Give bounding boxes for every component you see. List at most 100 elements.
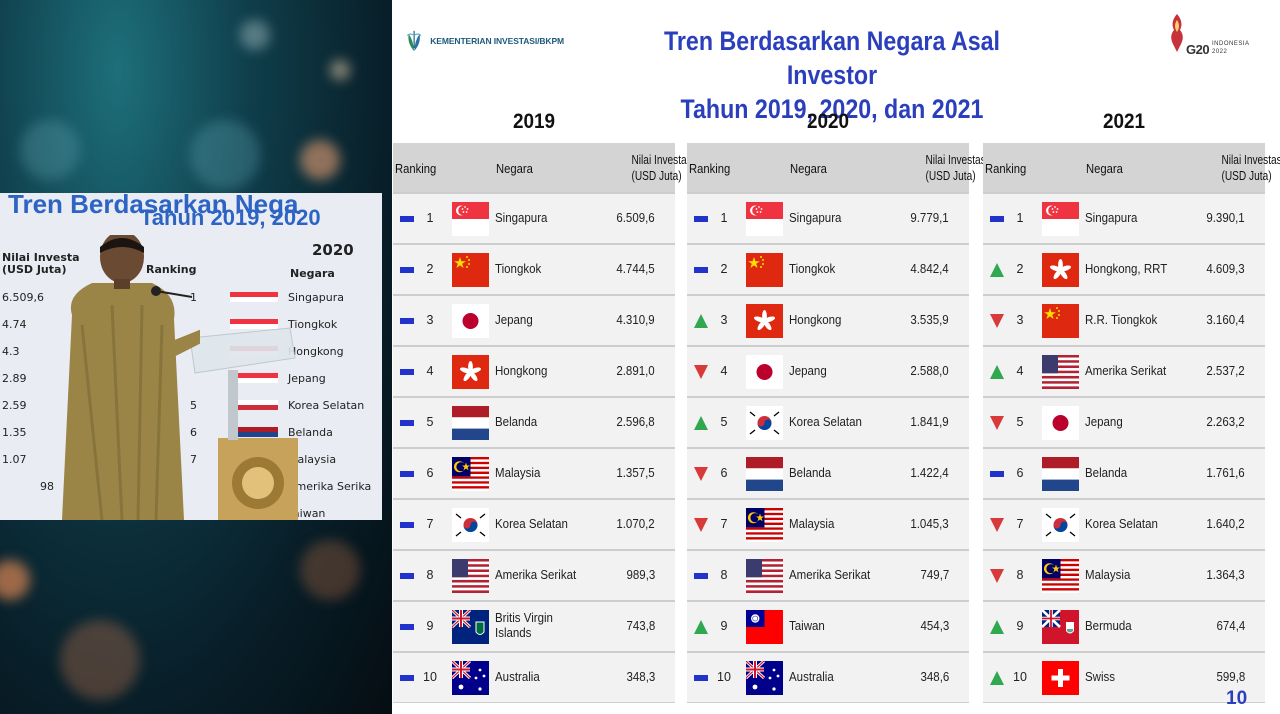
investment-value: 454,3 xyxy=(920,619,949,633)
japan-flag-icon xyxy=(1042,406,1079,440)
slide-title-line-1: Tren Berdasarkan Negara Asal Investor xyxy=(663,26,1000,90)
investment-value: 1.841,9 xyxy=(910,415,949,429)
rank-number: 7 xyxy=(426,517,434,531)
china-flag-icon xyxy=(452,253,489,287)
kementerian-logo: KEMENTERIAN INVESTASI/BKPM xyxy=(404,24,564,58)
table-row: 2 Tiongkok 4.744,5 xyxy=(393,245,675,294)
video-background: Tren Berdasarkan Nega Tahun 2019, 2020 2… xyxy=(0,0,392,714)
rank-number: 5 xyxy=(720,415,728,429)
investment-value: 1.761,6 xyxy=(1206,466,1245,480)
malaysia-flag-icon xyxy=(452,457,489,491)
inset-country: Singapura xyxy=(288,291,344,304)
korea-flag-icon xyxy=(1042,508,1079,542)
header-value: Nilai Investasi (USD Juta) xyxy=(591,152,694,183)
header-value-line-2: (USD Juta) xyxy=(925,169,976,183)
table-row: 7 Korea Selatan 1.640,2 xyxy=(983,500,1265,549)
trend-same-icon xyxy=(399,364,415,380)
country-name-line-1: Jepang xyxy=(789,364,827,378)
table-row: 1 Singapura 9.779,1 xyxy=(687,194,969,243)
country-name-line-1: Amerika Serikat xyxy=(789,568,871,582)
trend-down-icon xyxy=(989,517,1005,533)
table-row: 8 Malaysia 1.364,3 xyxy=(983,551,1265,600)
table-row: 3 R.R. Tiongkok 3.160,4 xyxy=(983,296,1265,345)
rank-number: 10 xyxy=(717,670,731,684)
rank-number: 1 xyxy=(720,211,728,225)
table-header: Ranking Negara Nilai Investasi (USD Juta) xyxy=(687,143,988,192)
inset-col-country: Negara xyxy=(290,267,335,280)
inset-slide-title-2: Tahun 2019, 2020 xyxy=(140,205,321,230)
country-name: Hongkong, RRT xyxy=(1085,262,1167,277)
inset-country: Amerika Serika xyxy=(288,480,372,493)
rank-number: 5 xyxy=(426,415,434,429)
inset-rank: 5 xyxy=(190,399,197,412)
table-row: 6 Belanda 1.761,6 xyxy=(983,449,1265,498)
country-name-line-1: Taiwan xyxy=(789,619,825,633)
table-row: 6 Malaysia 1.357,5 xyxy=(393,449,675,498)
year-heading: 2021 xyxy=(1102,110,1146,133)
country-name-line-1: Swiss xyxy=(1085,670,1116,684)
trend-up-icon xyxy=(693,619,709,635)
usa-flag-icon xyxy=(746,559,783,593)
rank-number: 6 xyxy=(720,466,728,480)
inset-flag-icon xyxy=(230,400,278,410)
rank-number: 6 xyxy=(426,466,434,480)
country-name: R.R. Tiongkok xyxy=(1085,313,1157,328)
trend-down-icon xyxy=(693,466,709,482)
table-row: 5 Korea Selatan 1.841,9 xyxy=(687,398,969,447)
investment-value: 674,4 xyxy=(1216,619,1245,633)
investment-value: 1.357,5 xyxy=(616,466,655,480)
trend-same-icon xyxy=(399,568,415,584)
trend-same-icon xyxy=(693,211,709,227)
investment-value: 989,3 xyxy=(626,568,655,582)
investment-value: 4.310,9 xyxy=(616,313,655,327)
china-flag-icon xyxy=(1042,304,1079,338)
trend-up-icon xyxy=(989,619,1005,635)
trend-same-icon xyxy=(693,568,709,584)
singapore-flag-icon xyxy=(452,202,489,236)
investment-value: 4.842,4 xyxy=(910,262,949,276)
table-row: 6 Belanda 1.422,4 xyxy=(687,449,969,498)
country-name-line-1: R.R. Tiongkok xyxy=(1085,313,1158,327)
rank-number: 5 xyxy=(1016,415,1024,429)
netherlands-flag-icon xyxy=(452,406,489,440)
trend-same-icon xyxy=(989,466,1005,482)
country-name-line-1: Tiongkok xyxy=(495,262,542,276)
inset-value: 1.07 xyxy=(2,453,27,466)
investment-value: 2.891,0 xyxy=(616,364,655,378)
table-row: 8 Amerika Serikat 749,7 xyxy=(687,551,969,600)
japan-flag-icon xyxy=(746,355,783,389)
slide-title-line-2: Tahun 2019, 2020, dan 2021 xyxy=(680,94,984,124)
korea-flag-icon xyxy=(452,508,489,542)
investment-value: 1.045,3 xyxy=(910,517,949,531)
country-name-line-1: Hongkong xyxy=(789,313,842,327)
inset-flag-icon xyxy=(230,319,278,329)
rank-number: 4 xyxy=(426,364,434,378)
netherlands-flag-icon xyxy=(1042,457,1079,491)
country-name-line-1: Singapura xyxy=(1085,211,1138,225)
australia-flag-icon xyxy=(746,661,783,695)
country-name: Jepang xyxy=(789,364,827,379)
investment-value: 2.263,2 xyxy=(1206,415,1245,429)
rank-number: 2 xyxy=(720,262,728,276)
country-name: Hongkong xyxy=(789,313,841,328)
trend-same-icon xyxy=(693,670,709,686)
bokeh-light xyxy=(300,140,340,180)
singapore-flag-icon xyxy=(746,202,783,236)
singapore-flag-icon xyxy=(1042,202,1079,236)
investment-value: 749,7 xyxy=(920,568,949,582)
country-name-line-1: Australia xyxy=(789,670,834,684)
g20-country: INDONESIA xyxy=(1212,41,1250,47)
g20-year: 2022 xyxy=(1212,49,1228,55)
rank-number: 7 xyxy=(720,517,728,531)
country-name: Jepang xyxy=(495,313,533,328)
country-name-line-1: Malaysia xyxy=(495,466,541,480)
table-row: 10 Australia 348,3 xyxy=(393,653,675,702)
australia-flag-icon xyxy=(452,661,489,695)
country-name: Singapura xyxy=(1085,211,1137,226)
country-name-line-1: Amerika Serikat xyxy=(495,568,577,582)
trend-up-icon xyxy=(693,415,709,431)
country-name: Swiss xyxy=(1085,670,1115,685)
trend-down-icon xyxy=(693,517,709,533)
investment-value: 9.779,1 xyxy=(910,211,949,225)
